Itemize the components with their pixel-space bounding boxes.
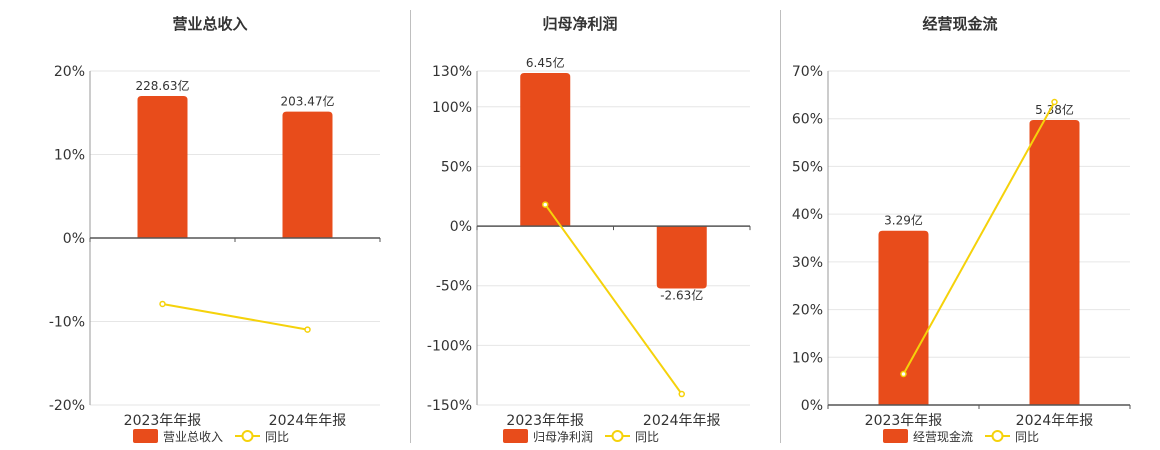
y-tick-label: -100%	[427, 338, 472, 354]
yoy-point[interactable]	[900, 370, 907, 378]
legend-label: 同比	[265, 430, 289, 444]
legend-swatch-marker	[611, 430, 624, 442]
y-tick-label: 100%	[432, 100, 472, 116]
legend-label: 同比	[635, 430, 659, 444]
chart-panel: 营业总收入 20% 10% 0% -10% -20% 228.63亿 2023年年报 203.4…	[49, 15, 381, 444]
x-tick-label: 2024年年报	[1016, 413, 1094, 429]
legend-swatch-bar	[883, 429, 908, 443]
legend: 经营现金流 同比	[883, 429, 1039, 444]
bar[interactable]	[878, 230, 929, 405]
bar[interactable]	[137, 96, 188, 238]
bar-value-label: 6.45亿	[526, 55, 565, 70]
x-tick-label: 2024年年报	[643, 413, 721, 429]
yoy-point[interactable]	[159, 300, 166, 308]
y-tick-label: -150%	[427, 398, 472, 414]
y-tick-label: 60%	[792, 112, 823, 128]
y-tick-label: 30%	[792, 255, 823, 271]
bar[interactable]	[520, 73, 571, 227]
bar-value-label: 203.47亿	[281, 94, 335, 109]
bar-value-label: 228.63亿	[136, 78, 190, 93]
legend-swatch-marker	[991, 430, 1004, 442]
x-tick-label: 2023年年报	[865, 413, 943, 429]
yoy-point[interactable]	[304, 326, 311, 333]
legend-label: 同比	[1015, 430, 1039, 444]
legend: 归母净利润 同比	[503, 429, 659, 444]
x-tick-label: 2024年年报	[269, 413, 347, 429]
legend-label: 经营现金流	[913, 429, 973, 444]
y-tick-label: 130%	[432, 64, 472, 80]
y-tick-label: 20%	[792, 303, 823, 319]
bar-value-label: -2.63亿	[660, 287, 703, 302]
chart-title: 经营现金流	[922, 15, 997, 33]
y-tick-label: 10%	[792, 350, 823, 366]
y-tick-label: 40%	[792, 207, 823, 223]
chart-panel: 经营现金流 70% 60% 50% 40% 30% 20% 10% 0% 3.29亿 2023年年报…	[792, 15, 1131, 444]
bar[interactable]	[282, 111, 333, 238]
x-tick-label: 2023年年报	[124, 413, 202, 429]
yoy-point[interactable]	[542, 201, 549, 208]
y-tick-label: 20%	[54, 64, 85, 80]
bar-value-label: 3.29亿	[884, 213, 923, 228]
y-tick-label: -20%	[49, 398, 85, 414]
bar-value-label: 5.38亿	[1035, 102, 1074, 117]
chart-title: 归母净利润	[542, 15, 617, 33]
y-tick-label: 10%	[54, 148, 85, 164]
legend-label: 归母净利润	[533, 430, 593, 444]
chart-title: 营业总收入	[172, 15, 247, 33]
y-tick-label: -50%	[436, 279, 472, 295]
legend-label: 营业总收入	[163, 430, 223, 444]
yoy-point[interactable]	[1051, 98, 1058, 106]
x-tick-label: 2023年年报	[506, 413, 584, 429]
yoy-line	[162, 302, 308, 331]
y-tick-label: 50%	[441, 159, 472, 175]
legend-swatch-bar	[503, 429, 528, 443]
legend: 营业总收入 同比	[133, 429, 289, 444]
y-tick-label: 0%	[63, 231, 85, 247]
yoy-point[interactable]	[678, 390, 685, 398]
y-tick-label: 0%	[801, 398, 823, 414]
y-tick-label: 0%	[450, 219, 472, 235]
yoy-line	[902, 101, 1056, 375]
y-tick-label: 70%	[792, 64, 823, 80]
y-tick-label: -10%	[49, 315, 85, 331]
chart-panel: 归母净利润 130% 100% 50% 0% -50% -100% -150% 6.45亿 202…	[427, 15, 751, 444]
yoy-line	[544, 204, 683, 395]
legend-swatch-bar	[133, 429, 158, 443]
bar[interactable]	[1029, 120, 1080, 405]
legend-swatch-marker	[241, 430, 254, 442]
y-tick-label: 50%	[792, 159, 823, 175]
bar[interactable]	[656, 226, 707, 289]
